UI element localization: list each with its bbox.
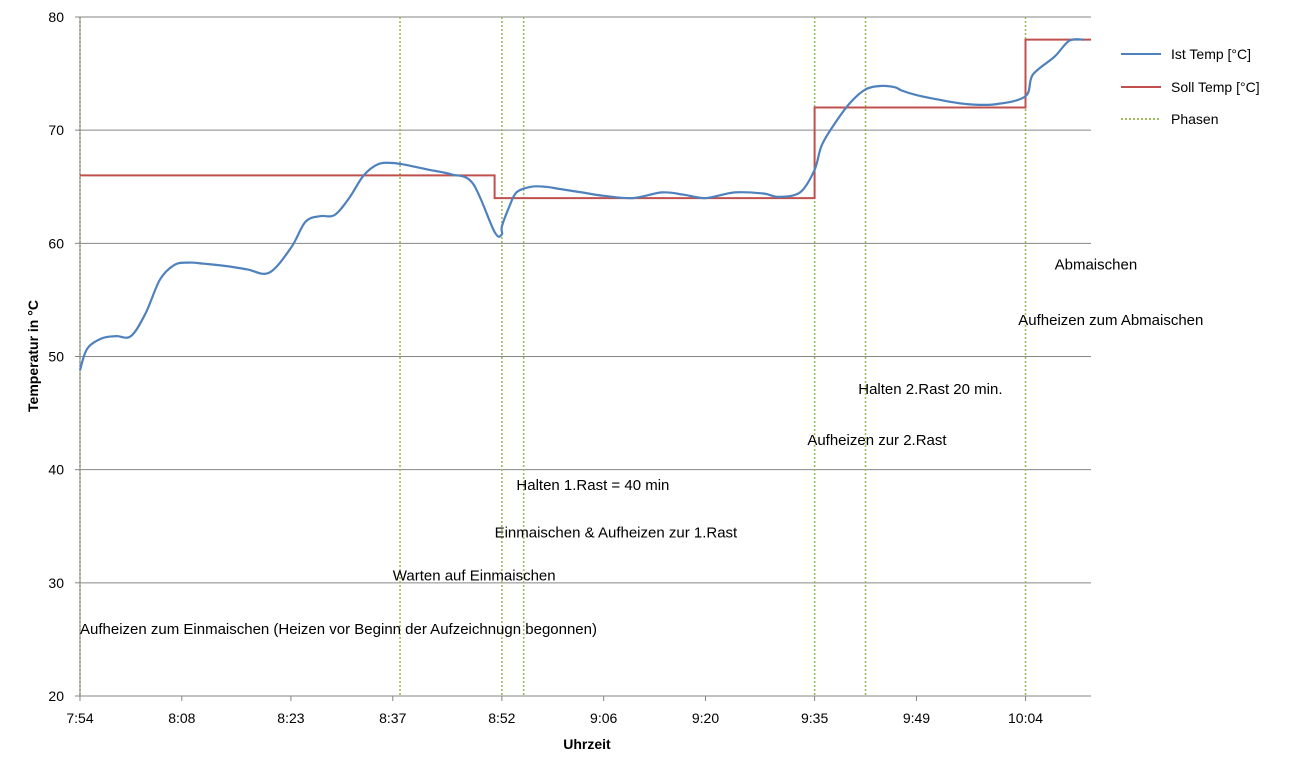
x-tick-label: 8:52 [488, 710, 515, 726]
phase-annotations: Aufheizen zum Einmaischen (Heizen vor Be… [80, 256, 1203, 637]
legend-item-phasen: Phasen [1121, 111, 1218, 127]
y-axis-title: Temperatur in °C [25, 300, 41, 412]
x-tick-label: 7:54 [66, 710, 93, 726]
phase-annotation: Einmaischen & Aufheizen zur 1.Rast [495, 525, 738, 542]
phase-annotation: Warten auf Einmaischen [393, 568, 556, 585]
ist-temp-line [78, 38, 1084, 371]
phase-annotation: Aufheizen zum Einmaischen (Heizen vor Be… [80, 621, 597, 638]
x-tick-label: 9:06 [590, 710, 617, 726]
legend-label: Soll Temp [°C] [1171, 79, 1260, 95]
y-tick-label: 70 [48, 122, 64, 138]
x-tick-label: 8:23 [277, 710, 304, 726]
phase-annotation: Aufheizen zum Abmaischen [1018, 312, 1203, 329]
soll-temp-line [80, 38, 1091, 200]
y-tick-label: 60 [48, 235, 64, 251]
y-tick-label: 30 [48, 575, 64, 591]
grid-lines [80, 16, 1091, 584]
x-axis-title: Uhrzeit [563, 736, 611, 752]
phase-annotation: Halten 2.Rast 20 min. [858, 381, 1002, 398]
y-tick-label: 80 [48, 9, 64, 25]
legend-label: Phasen [1171, 111, 1218, 127]
y-tick-label: 20 [48, 688, 64, 704]
legend-item-soll-temp: Soll Temp [°C] [1121, 79, 1260, 95]
legend-label: Ist Temp [°C] [1171, 46, 1251, 62]
phase-annotation: Abmaischen [1055, 256, 1138, 273]
x-tick-label: 8:08 [168, 710, 195, 726]
x-tick-label: 9:35 [801, 710, 828, 726]
phase-annotation: Aufheizen zur 2.Rast [807, 432, 947, 449]
phase-annotation: Halten 1.Rast = 40 min [516, 477, 669, 494]
x-tick-label: 8:37 [379, 710, 406, 726]
x-tick-label: 10:04 [1008, 710, 1043, 726]
legend: Ist Temp [°C] Soll Temp [°C] Phasen [1121, 46, 1260, 127]
x-tick-label: 9:49 [903, 710, 930, 726]
data-series [78, 38, 1091, 371]
y-tick-label: 40 [48, 462, 64, 478]
y-tick-label: 50 [48, 349, 64, 365]
x-tick-label: 9:20 [692, 710, 719, 726]
legend-item-ist-temp: Ist Temp [°C] [1121, 46, 1251, 62]
axes: 20 30 40 50 60 70 80 7:54 8:08 8:23 8:37 8:52 9:06 9:… [48, 9, 1091, 726]
